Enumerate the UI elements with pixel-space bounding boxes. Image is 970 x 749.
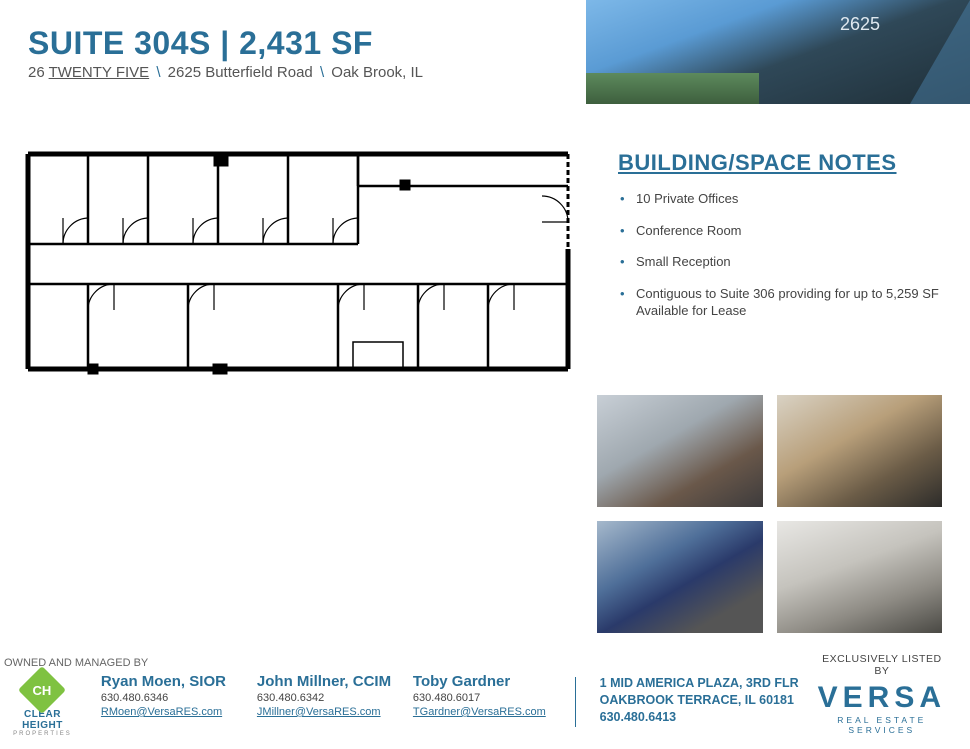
exclusively-listed-label: EXCLUSIVELY LISTED BY [818, 653, 946, 677]
clear-height-logo: CH CLEAR HEIGHT PROPERTIES [2, 673, 83, 737]
footer-row: CH CLEAR HEIGHT PROPERTIES Ryan Moen, SI… [2, 673, 946, 737]
suite-title: SUITE 304S | 2,431 SF [28, 25, 586, 62]
address-road: 2625 Butterfield Road [168, 64, 313, 81]
photo-grid [597, 395, 942, 633]
versa-logo: VERSA [818, 683, 946, 713]
address-building-name: TWENTY FIVE [49, 64, 150, 81]
office-line: 630.480.6413 [600, 709, 800, 726]
contact-email[interactable]: RMoen@VersaRES.com [101, 706, 239, 718]
address-prefix: 26 [28, 64, 49, 81]
contact-block: John Millner, CCIM 630.480.6342 JMillner… [257, 673, 395, 718]
office-line: OAKBROOK TERRACE, IL 60181 [600, 692, 800, 709]
address-city: Oak Brook, IL [331, 64, 423, 81]
listed-by-block: EXCLUSIVELY LISTED BY VERSA REAL ESTATE … [818, 673, 946, 735]
notes-item: Contiguous to Suite 306 providing for up… [618, 285, 942, 320]
amenity-photo [597, 395, 763, 507]
hero-building-photo: 2625 [586, 0, 970, 104]
contact-name: John Millner, CCIM [257, 673, 395, 690]
notes-section: BUILDING/SPACE NOTES 10 Private Offices … [618, 144, 942, 379]
cube-icon: CH [18, 666, 66, 714]
title-block: SUITE 304S | 2,431 SF 26 TWENTY FIVE \ 2… [28, 25, 586, 81]
contact-phone: 630.480.6342 [257, 692, 395, 704]
contact-name: Ryan Moen, SIOR [101, 673, 239, 690]
notes-item: Conference Room [618, 222, 942, 240]
amenity-photo [777, 521, 943, 633]
notes-title: BUILDING/SPACE NOTES [618, 150, 942, 176]
contact-block: Toby Gardner 630.480.6017 TGardner@Versa… [413, 673, 551, 718]
divider-line [575, 677, 576, 727]
amenity-photo [597, 521, 763, 633]
clear-height-subtext: PROPERTIES [2, 731, 83, 737]
separator-slash: \ [320, 64, 324, 81]
floorplan-diagram [18, 144, 578, 379]
contact-block: Ryan Moen, SIOR 630.480.6346 RMoen@Versa… [101, 673, 239, 718]
versa-tagline: REAL ESTATE SERVICES [818, 715, 946, 735]
footer: OWNED AND MANAGED BY CH CLEAR HEIGHT PRO… [0, 657, 970, 737]
owned-managed-label: OWNED AND MANAGED BY [2, 657, 946, 669]
amenity-photo [777, 395, 943, 507]
contact-name: Toby Gardner [413, 673, 551, 690]
notes-item: 10 Private Offices [618, 190, 942, 208]
contact-phone: 630.480.6346 [101, 692, 239, 704]
contact-email[interactable]: JMillner@VersaRES.com [257, 706, 395, 718]
hero-accent-shape [910, 0, 970, 104]
main-content: BUILDING/SPACE NOTES 10 Private Offices … [0, 104, 970, 379]
separator-slash: \ [156, 64, 160, 81]
notes-list: 10 Private Offices Conference Room Small… [618, 190, 942, 320]
office-line: 1 MID AMERICA PLAZA, 3RD FLR [600, 675, 800, 692]
header: SUITE 304S | 2,431 SF 26 TWENTY FIVE \ 2… [0, 0, 970, 104]
contact-phone: 630.480.6017 [413, 692, 551, 704]
notes-item: Small Reception [618, 253, 942, 271]
contact-email[interactable]: TGardner@VersaRES.com [413, 706, 551, 718]
hero-building-number: 2625 [840, 14, 880, 35]
office-address: 1 MID AMERICA PLAZA, 3RD FLR OAKBROOK TE… [600, 673, 800, 726]
address-line: 26 TWENTY FIVE \ 2625 Butterfield Road \… [28, 64, 586, 81]
